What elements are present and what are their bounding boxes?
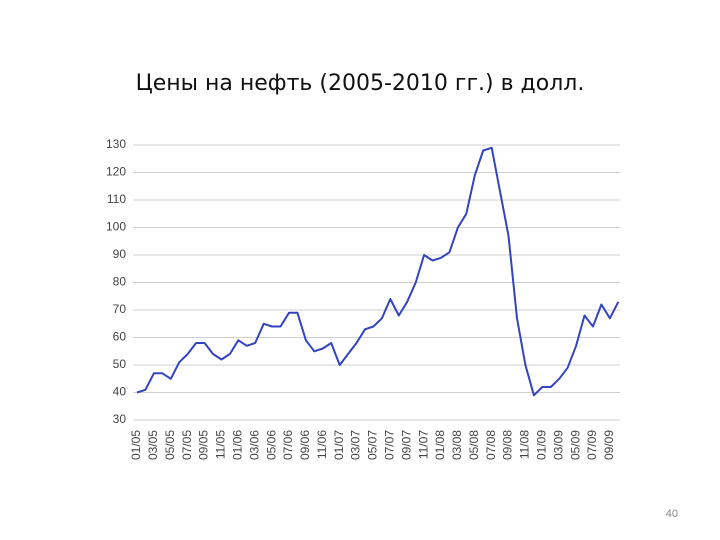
chart-title: Цены на нефть (2005-2010 гг.) в долл. bbox=[136, 71, 585, 96]
price-line bbox=[136, 146, 620, 397]
page-number: 40 bbox=[666, 508, 678, 520]
x-tick-label: 09/09 bbox=[602, 430, 616, 460]
x-tick-label: 01/07 bbox=[332, 430, 346, 460]
x-tick-label: 07/05 bbox=[180, 430, 194, 460]
y-tick-label: 130 bbox=[106, 137, 126, 151]
y-tick-label: 60 bbox=[113, 330, 127, 344]
y-tick-label: 100 bbox=[106, 220, 126, 234]
x-tick-label: 11/06 bbox=[315, 430, 329, 459]
y-tick-label: 30 bbox=[113, 412, 127, 426]
x-tick-label: 09/06 bbox=[298, 430, 312, 460]
y-tick-label: 80 bbox=[113, 275, 127, 289]
x-tick-label: 11/05 bbox=[214, 430, 228, 459]
x-tick-label: 05/05 bbox=[163, 430, 177, 460]
x-tick-label: 03/06 bbox=[247, 430, 261, 460]
x-tick-label: 07/07 bbox=[382, 430, 396, 460]
x-tick-label: 03/07 bbox=[349, 430, 363, 460]
x-tick-label: 07/08 bbox=[484, 430, 498, 460]
x-tick-label: 07/09 bbox=[585, 430, 599, 460]
x-tick-label: 01/05 bbox=[129, 430, 143, 460]
x-tick-label: 03/05 bbox=[146, 430, 160, 460]
x-tick-label: 11/07 bbox=[416, 430, 430, 459]
x-tick-label: 05/06 bbox=[264, 430, 278, 460]
x-tick-label: 01/06 bbox=[231, 430, 245, 460]
y-tick-label: 110 bbox=[107, 192, 126, 206]
x-tick-label: 01/09 bbox=[534, 430, 548, 460]
x-tick-label: 09/07 bbox=[399, 430, 413, 460]
x-tick-label: 11/08 bbox=[518, 430, 532, 459]
y-tick-label: 90 bbox=[113, 247, 127, 261]
x-tick-label: 05/09 bbox=[568, 430, 582, 460]
x-tick-label: 03/08 bbox=[450, 430, 464, 460]
x-tick-label: 03/09 bbox=[551, 430, 565, 460]
x-tick-label: 05/07 bbox=[366, 430, 380, 460]
y-tick-label: 120 bbox=[106, 165, 126, 179]
y-tick-label: 70 bbox=[113, 302, 127, 316]
y-tick-label: 40 bbox=[113, 385, 127, 399]
x-tick-label: 09/08 bbox=[501, 430, 515, 460]
x-tick-label: 01/08 bbox=[433, 430, 447, 460]
x-tick-label: 07/06 bbox=[281, 430, 295, 460]
x-tick-label: 09/05 bbox=[197, 430, 211, 460]
y-tick-label: 50 bbox=[113, 357, 127, 371]
x-tick-label: 05/08 bbox=[467, 430, 481, 460]
